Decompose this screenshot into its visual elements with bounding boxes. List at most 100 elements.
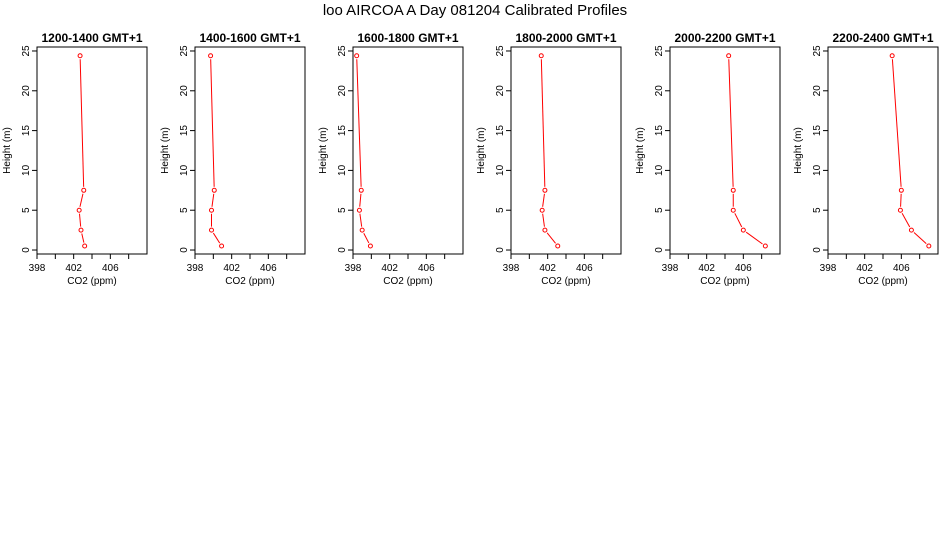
x-axis-label: CO2 (ppm): [858, 276, 907, 287]
data-point: [538, 53, 544, 59]
x-tick-label: 406: [418, 263, 435, 274]
y-tick-label: 10: [495, 164, 506, 176]
profile-line-segment: [913, 232, 927, 245]
y-tick-label: 25: [654, 45, 665, 57]
y-tick-label: 25: [337, 45, 348, 57]
data-point: [76, 207, 82, 213]
x-tick-label: 406: [260, 263, 277, 274]
data-point: [359, 227, 365, 233]
x-tick-label: 406: [102, 263, 119, 274]
x-tick-label: 398: [345, 263, 362, 274]
data-point: [354, 53, 360, 59]
y-axis-label: Height (m): [160, 127, 171, 174]
x-tick-label: 406: [893, 263, 910, 274]
data-point: [762, 243, 768, 249]
data-point: [730, 207, 736, 213]
y-tick-label: 20: [179, 85, 190, 97]
plot-frame: [669, 46, 781, 255]
y-tick-label: 0: [337, 247, 348, 253]
y-tick-label: 5: [179, 207, 190, 213]
y-tick-label: 10: [812, 164, 823, 176]
profile-line-segment: [542, 193, 545, 207]
data-point: [219, 243, 225, 249]
profile-line-segment: [212, 232, 221, 244]
y-tick-label: 0: [654, 247, 665, 253]
y-tick-label: 10: [179, 164, 190, 176]
x-tick-label: 398: [820, 263, 837, 274]
panel-title: 1200-1400 GMT+1: [41, 31, 142, 45]
plot-frame: [36, 46, 148, 255]
data-point: [78, 227, 84, 233]
x-tick-label: 398: [503, 263, 520, 274]
profile-line-segment: [546, 232, 556, 244]
profile-line-segment: [363, 232, 370, 244]
profile-line-segment: [540, 59, 546, 187]
plot-frame: [510, 46, 622, 255]
y-tick-label: 0: [495, 247, 506, 253]
x-axis-label: CO2 (ppm): [541, 276, 590, 287]
profile-line-segment: [359, 193, 362, 207]
x-axis-label: CO2 (ppm): [700, 276, 749, 287]
y-tick-label: 15: [21, 125, 32, 137]
y-axis-label: Height (m): [635, 127, 646, 174]
y-tick-label: 10: [21, 164, 32, 176]
data-point: [356, 207, 362, 213]
data-point: [926, 243, 932, 249]
panel-title: 2200-2400 GMT+1: [832, 31, 933, 45]
y-tick-label: 10: [337, 164, 348, 176]
y-tick-label: 5: [495, 207, 506, 213]
y-tick-label: 20: [337, 85, 348, 97]
plot-frame: [827, 46, 939, 255]
y-tick-label: 20: [21, 85, 32, 97]
data-point: [908, 227, 914, 233]
profile-line-segment: [359, 213, 363, 227]
x-axis-label: CO2 (ppm): [225, 276, 274, 287]
profile-line-segment: [734, 213, 743, 228]
profile-line-segment: [356, 59, 362, 187]
y-tick-label: 10: [654, 164, 665, 176]
data-point: [740, 227, 746, 233]
data-point: [889, 53, 895, 59]
data-point: [358, 187, 364, 193]
profile-line-segment: [211, 193, 215, 207]
figure-title: loo AIRCOA A Day 081204 Calibrated Profi…: [322, 2, 628, 19]
y-tick-label: 20: [812, 85, 823, 97]
y-axis-label: Height (m): [476, 127, 487, 174]
profile-line-segment: [745, 231, 763, 245]
y-tick-label: 0: [21, 247, 32, 253]
panel-title: 2000-2200 GMT+1: [674, 31, 775, 45]
x-tick-label: 406: [735, 263, 752, 274]
profile-line-segment: [78, 213, 82, 227]
x-tick-label: 402: [65, 263, 82, 274]
y-tick-label: 15: [337, 125, 348, 137]
profile-line-segment: [79, 59, 85, 187]
panel-title: 1800-2000 GMT+1: [515, 31, 616, 45]
data-point: [81, 187, 87, 193]
x-tick-label: 402: [856, 263, 873, 274]
y-axis-label: Height (m): [793, 127, 804, 174]
x-tick-label: 402: [223, 263, 240, 274]
y-axis-label: Height (m): [318, 127, 329, 174]
data-point: [730, 187, 736, 193]
y-tick-label: 25: [179, 45, 190, 57]
y-tick-label: 0: [812, 247, 823, 253]
y-tick-label: 5: [654, 207, 665, 213]
y-tick-label: 5: [21, 207, 32, 213]
y-tick-label: 5: [337, 207, 348, 213]
x-tick-label: 398: [662, 263, 679, 274]
x-tick-label: 402: [539, 263, 556, 274]
data-point: [555, 243, 561, 249]
y-tick-label: 25: [495, 45, 506, 57]
x-axis-label: CO2 (ppm): [383, 276, 432, 287]
y-tick-label: 25: [21, 45, 32, 57]
panel-title: 1600-1800 GMT+1: [357, 31, 458, 45]
y-tick-label: 15: [654, 125, 665, 137]
y-tick-label: 15: [812, 125, 823, 137]
panel-title: 1400-1600 GMT+1: [199, 31, 300, 45]
profile-line-segment: [891, 59, 902, 187]
plot-frame: [352, 46, 464, 255]
y-axis-label: Height (m): [2, 127, 13, 174]
profile-line-segment: [728, 59, 734, 187]
x-tick-label: 402: [381, 263, 398, 274]
